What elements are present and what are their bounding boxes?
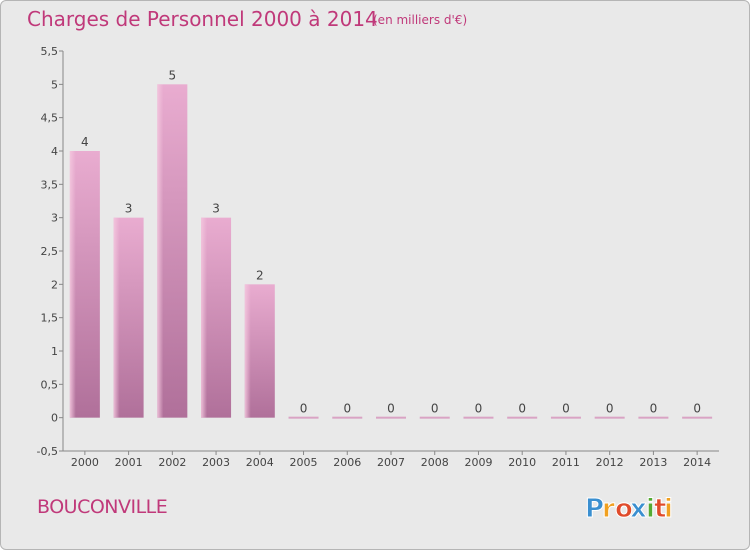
data-label: 3 [212, 202, 220, 216]
bar-highlight [201, 217, 208, 418]
bar [594, 416, 625, 419]
y-tick-label: 5,5 [41, 45, 59, 58]
bar [507, 416, 538, 419]
y-tick-label: 4,5 [41, 112, 59, 125]
y-tick-label: 5 [51, 78, 58, 91]
commune-name: BOUCONVILLE [37, 496, 168, 518]
data-label: 0 [475, 402, 483, 416]
data-label: 4 [81, 135, 89, 149]
y-tick-label: 4 [51, 145, 58, 158]
y-tick-label: 3 [51, 212, 58, 225]
bar [332, 416, 363, 419]
x-tick-label: 2003 [202, 456, 230, 469]
data-label: 0 [606, 402, 614, 416]
data-label: 0 [343, 402, 351, 416]
x-tick-label: 2002 [158, 456, 186, 469]
y-tick-label: 0,5 [41, 378, 59, 391]
y-tick-label: 3,5 [41, 178, 59, 191]
y-tick-label: 0 [51, 412, 58, 425]
x-tick-label: 2004 [246, 456, 274, 469]
data-labels: 4 3 5 3 2 0 0 0 0 0 0 0 0 0 0 [81, 68, 701, 415]
bar [419, 416, 450, 419]
y-tick-label: 2 [51, 278, 58, 291]
y-tick-label: 1 [51, 345, 58, 358]
data-label: 0 [431, 402, 439, 416]
bar [463, 416, 494, 419]
x-tick-label: 2013 [639, 456, 667, 469]
bar [288, 416, 319, 419]
x-tick-label: 2001 [115, 456, 143, 469]
y-tick-label: 2,5 [41, 245, 59, 258]
data-label: 0 [518, 402, 526, 416]
bar [638, 416, 669, 419]
logo-letter: t [654, 494, 666, 524]
logo-letter: o [615, 494, 633, 524]
x-tick-label: 2010 [508, 456, 536, 469]
x-tick-label: 2007 [377, 456, 405, 469]
x-tick-label: 2000 [71, 456, 99, 469]
data-label: 5 [169, 68, 177, 82]
y-tick-label: -0,5 [37, 445, 58, 458]
logo-letter: r [602, 494, 615, 524]
data-label: 3 [125, 202, 133, 216]
data-label: 0 [650, 402, 658, 416]
data-label: 0 [562, 402, 570, 416]
proxiti-logo-mark: Pr ox i ti [585, 494, 674, 525]
bar [550, 416, 581, 419]
x-tick-label: 2009 [464, 456, 492, 469]
y-tick-label: 1,5 [41, 312, 59, 325]
bar [376, 416, 406, 419]
logo-letter: i [664, 494, 673, 524]
data-label: 2 [256, 268, 264, 282]
data-label: 0 [300, 402, 308, 416]
bars [69, 84, 713, 419]
x-tick-label: 2008 [421, 456, 449, 469]
data-label: 0 [693, 402, 701, 416]
bar-highlight [113, 217, 120, 418]
chart-title: Charges de Personnel 2000 à 2014 [27, 7, 378, 31]
data-label: 0 [387, 402, 395, 416]
x-tick-label: 2011 [552, 456, 580, 469]
x-tick-label: 2006 [333, 456, 361, 469]
x-tick-label: 2012 [596, 456, 624, 469]
x-tick-label: 2005 [290, 456, 318, 469]
bar [682, 416, 713, 419]
logo-letter: x [630, 494, 647, 524]
bar-highlight [244, 284, 251, 418]
bar-highlight [69, 151, 76, 418]
chart-subtitle: (en milliers d'€) [373, 13, 468, 27]
x-tick-label: 2014 [683, 456, 711, 469]
bar-highlight [157, 84, 164, 418]
logo-letter: i [646, 494, 655, 524]
logo-letter: P [585, 494, 604, 524]
